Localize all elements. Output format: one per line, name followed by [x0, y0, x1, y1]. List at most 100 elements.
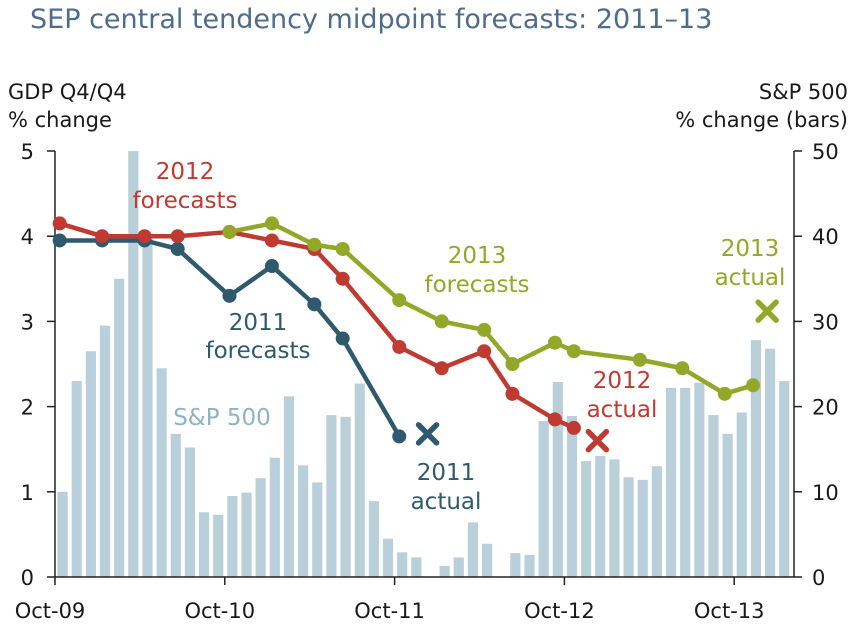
sp500-bar	[482, 543, 493, 577]
2013-forecasts-point	[335, 241, 350, 256]
sp500-bar	[184, 447, 195, 577]
2012-forecasts-point	[170, 229, 185, 244]
2012-forecasts-label-year: 2012	[156, 159, 215, 185]
sp500-bar	[609, 459, 620, 577]
right-axis-label: S&P 500 % change (bars)	[675, 78, 848, 134]
left-axis-label-line2: % change	[8, 108, 112, 132]
2012-actual-label-text: actual	[587, 397, 658, 423]
sp500-bar	[382, 538, 394, 577]
2013-forecasts-point	[632, 352, 647, 367]
sp500-bars	[57, 151, 790, 577]
sp500-bar	[354, 383, 365, 577]
x-mark-stroke	[585, 428, 610, 453]
2012-forecasts-point	[95, 229, 110, 244]
sp500-bar	[566, 415, 578, 577]
x-tick-label: Oct-09	[15, 599, 86, 623]
2012-forecasts-point	[547, 412, 562, 427]
right-tick-label: 20	[812, 396, 839, 420]
2013-actual-label-year: 2013	[721, 236, 780, 262]
sp500-bar	[750, 340, 761, 577]
2012-forecasts-point	[335, 271, 350, 286]
sp500-bar	[397, 552, 408, 577]
2013-forecasts-point	[717, 386, 732, 401]
2013-forecasts-point	[307, 237, 322, 252]
sp500-bar	[255, 478, 266, 577]
2012-forecasts-point	[137, 229, 152, 244]
2012-forecasts-point	[52, 216, 67, 231]
sp500-bar	[227, 496, 238, 577]
2011-forecasts-point	[222, 288, 237, 303]
sp500-bar	[467, 522, 478, 577]
sp500-bar	[538, 421, 549, 577]
sp500-label: S&P 500	[173, 405, 271, 431]
2011-forecasts-point	[264, 259, 279, 274]
right-tick-label: 30	[812, 310, 839, 334]
right-axis-label-line1: S&P 500	[758, 80, 848, 104]
left-tick-label: 4	[21, 225, 34, 249]
x-tick-label: Oct-13	[694, 599, 765, 623]
left-tick-label: 1	[21, 481, 34, 505]
x-tick-label: Oct-11	[354, 599, 425, 623]
sp500-bar	[439, 565, 450, 577]
sp500-bar	[99, 325, 111, 577]
2012-actual-marker	[585, 428, 610, 453]
x-mark-stroke	[415, 422, 440, 446]
2013-forecasts-point	[746, 378, 761, 393]
sp500-bar	[651, 466, 662, 577]
sp500-bar	[241, 492, 252, 577]
2012-forecasts-point	[264, 233, 279, 248]
2011-actual-label-text: actual	[411, 489, 482, 515]
2013-forecasts-point	[222, 224, 237, 239]
left-tick-label: 0	[21, 566, 34, 590]
x-tick-label: Oct-12	[524, 599, 595, 623]
sp500-bar	[637, 479, 648, 577]
2012-forecasts-point	[434, 361, 449, 376]
2013-forecasts-point	[392, 293, 407, 308]
right-tick-label: 0	[812, 566, 825, 590]
left-axis-label-line1: GDP Q4/Q4	[8, 80, 127, 104]
2012-forecasts-label-text: forecasts	[133, 188, 238, 214]
2011-actual-marker	[415, 422, 440, 446]
sp500-bar	[128, 151, 139, 577]
sp500-bar	[340, 416, 351, 577]
2013-forecasts-point	[477, 322, 492, 337]
2011-forecasts-point	[335, 331, 350, 346]
right-tick-label: 40	[812, 225, 839, 249]
sp500-bar	[326, 415, 337, 577]
2012-forecasts-point	[392, 339, 407, 354]
2011-forecasts-point	[307, 297, 322, 312]
left-tick-label: 5	[21, 140, 34, 164]
x-tick-label: Oct-10	[184, 599, 255, 623]
sp500-bar	[368, 501, 379, 577]
sp500-bar	[114, 278, 125, 577]
sp500-bar	[71, 381, 82, 577]
left-axis-label: GDP Q4/Q4 % change	[8, 78, 127, 134]
sp500-bar	[510, 553, 521, 577]
sp500-bar	[524, 554, 535, 577]
right-tick-label: 50	[812, 140, 839, 164]
2012-actual-label-year: 2012	[593, 368, 652, 394]
sp500-bar	[779, 381, 790, 577]
sp500-bar	[453, 557, 464, 577]
2013-forecasts-label-text: forecasts	[425, 272, 530, 298]
sp500-bar	[411, 557, 422, 577]
sp500-bar	[283, 396, 295, 577]
2011-forecasts-point	[52, 233, 67, 248]
sp500-bar	[213, 514, 224, 577]
2013-forecasts-point	[434, 314, 449, 329]
sp500-bar	[765, 348, 776, 577]
sp500-bar	[312, 482, 323, 577]
sp500-bar	[595, 456, 606, 577]
2013-forecasts-point	[547, 335, 562, 350]
2013-actual-label-text: actual	[715, 265, 786, 291]
2013-forecasts-point	[566, 344, 581, 359]
2012-forecasts-point	[566, 420, 581, 435]
2011-forecasts-label-text: forecasts	[206, 338, 311, 364]
sp500-bar	[694, 382, 705, 577]
x-mark-stroke	[755, 299, 779, 323]
2011-actual-label-year: 2011	[417, 460, 476, 486]
sp500-bar	[142, 236, 153, 577]
sp500-bar	[552, 381, 563, 577]
